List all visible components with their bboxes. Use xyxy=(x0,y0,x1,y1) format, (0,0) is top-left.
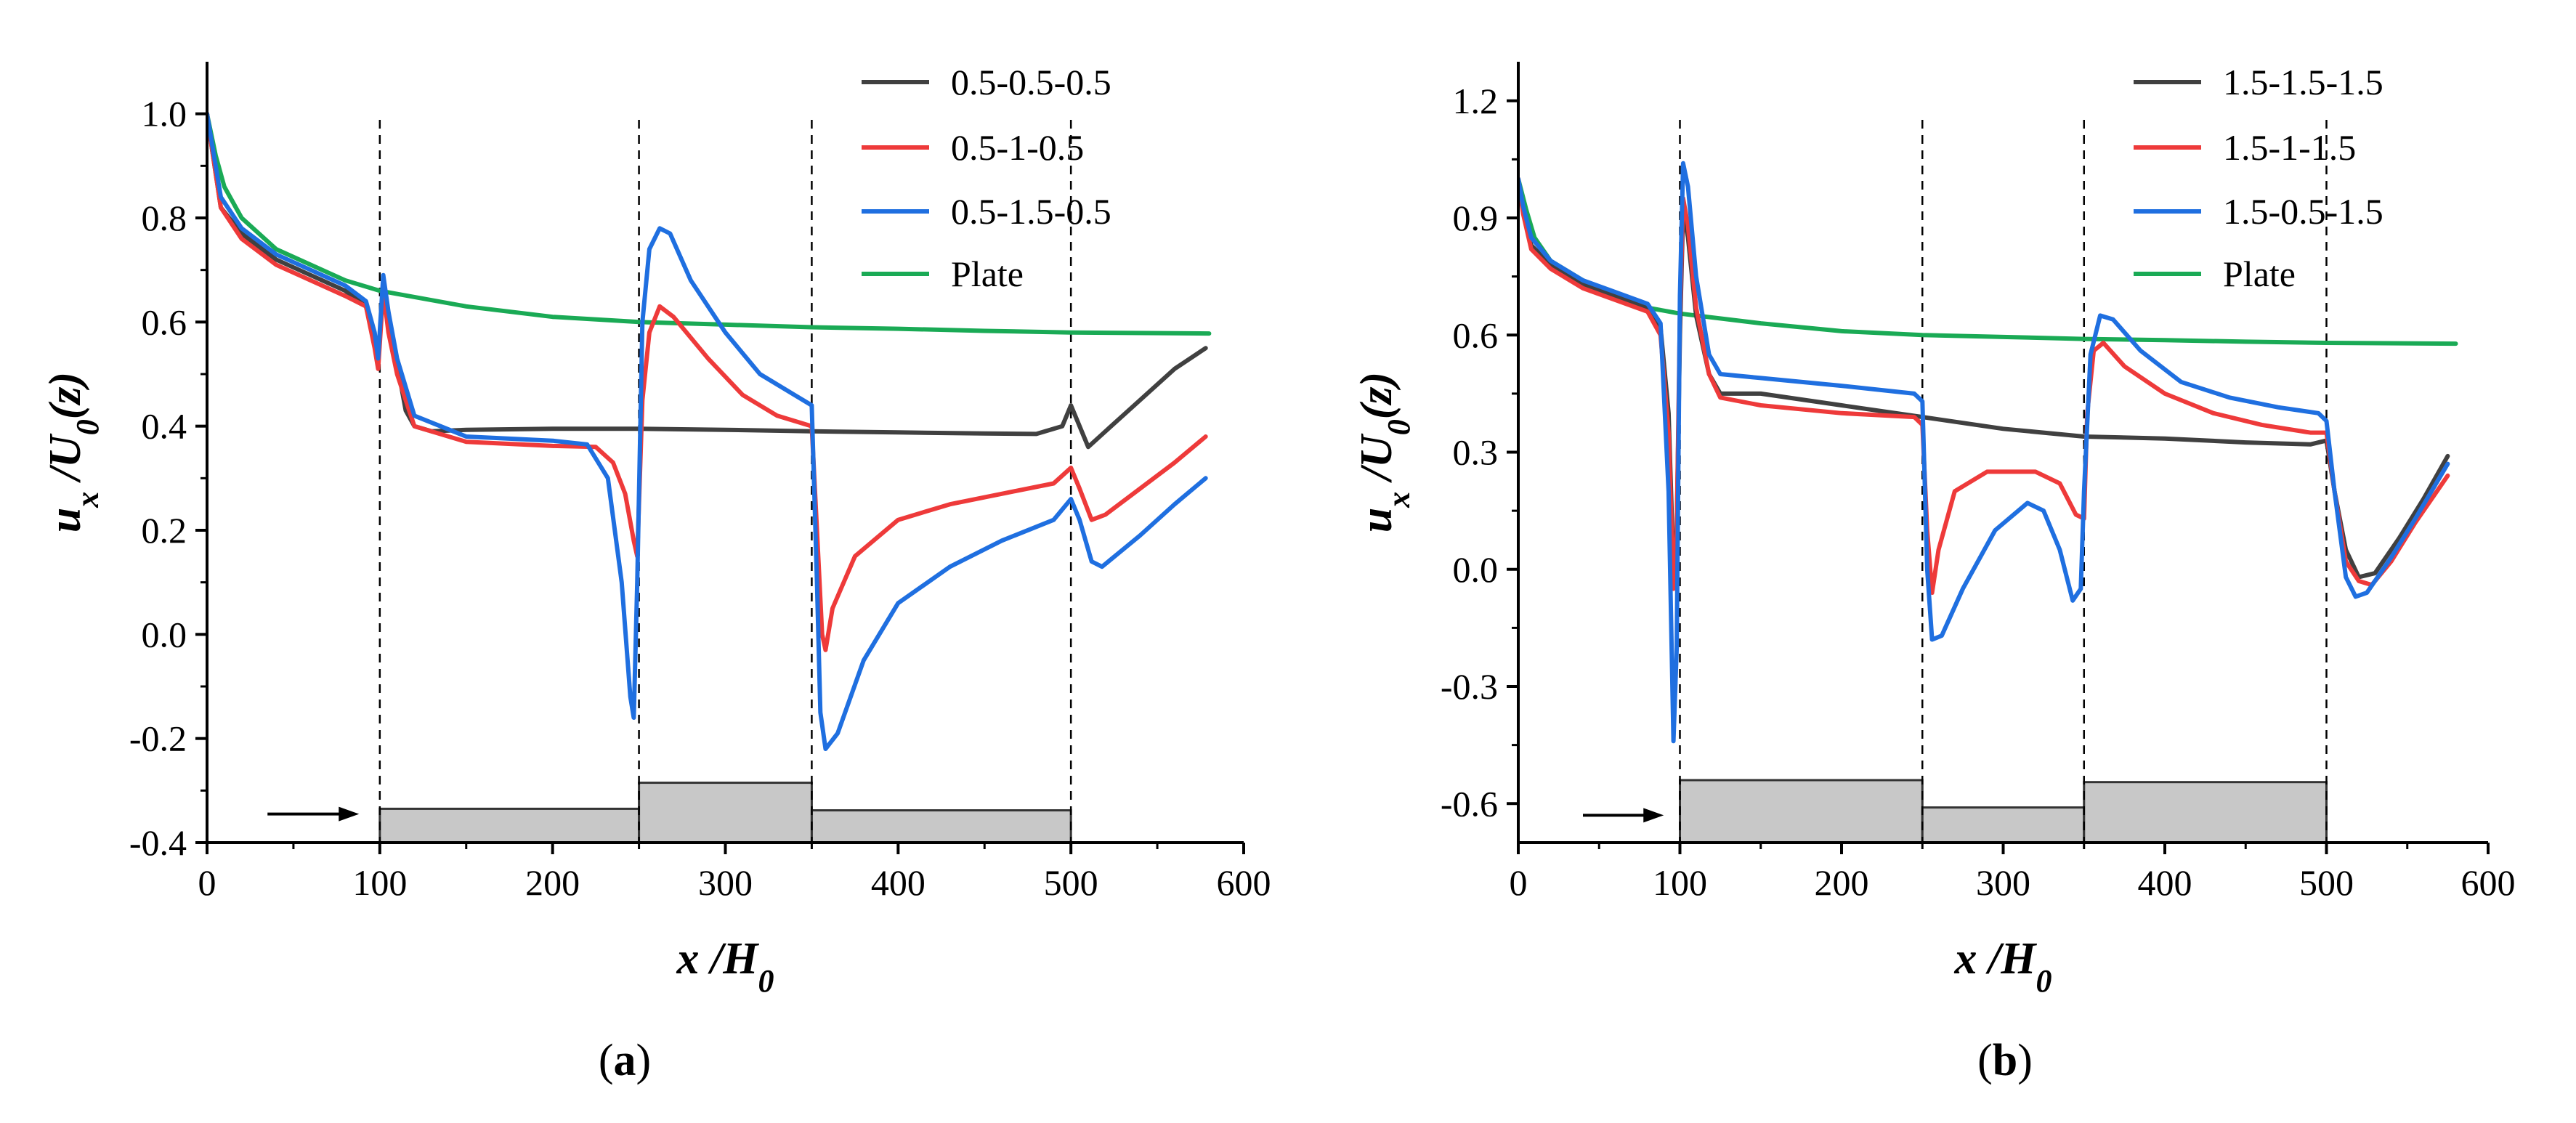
panel-label-open: ( xyxy=(1977,1036,1993,1085)
roughness-block-3 xyxy=(810,809,1072,844)
panel-label-open: ( xyxy=(599,1036,614,1085)
roughness-block-2 xyxy=(638,782,813,844)
y-tick-label: -0.2 xyxy=(129,718,187,759)
roughness-block-3 xyxy=(2083,781,2328,844)
y-tick-label: 0.0 xyxy=(1453,549,1499,590)
x-tick-label: 600 xyxy=(2461,862,2516,903)
y-tick-label: -0.3 xyxy=(1441,666,1498,707)
x-tick-label: 200 xyxy=(1815,862,1869,903)
series-line-1.5-0.5-1.5 xyxy=(1518,161,2450,744)
y-axis-label-a-sub: x xyxy=(70,492,105,508)
legend-label-1.5-0.5-1.5: 1.5-0.5-1.5 xyxy=(2223,191,2383,232)
y-axis-label-c: (z) xyxy=(41,372,90,419)
x-axis-label: x /H0 xyxy=(676,934,774,999)
x-tick-label: 600 xyxy=(1217,862,1271,903)
y-tick-label: 1.2 xyxy=(1453,81,1499,121)
series-group xyxy=(207,111,1212,751)
y-axis-label-b: /U xyxy=(1352,433,1401,492)
x-tick-label: 0 xyxy=(198,862,216,903)
y-tick-label: 0.3 xyxy=(1453,432,1499,473)
legend-label-Plate: Plate xyxy=(951,254,1024,294)
y-tick-label: 0.6 xyxy=(142,301,187,342)
legend-label-Plate: Plate xyxy=(2223,254,2296,294)
x-axis-label-main: x /H xyxy=(1954,934,2038,984)
series-line-0.5-1-0.5 xyxy=(207,111,1208,652)
panel-label: (b) xyxy=(1977,1036,2033,1085)
roughness-block-1 xyxy=(1679,779,1924,844)
panel-label: (a) xyxy=(599,1036,651,1085)
panel-a: 0 100 200 300 400 500 600 -0.4 -0.2 0.0 0.2 0.4 0.6 0… xyxy=(41,62,1271,1085)
y-axis-label-a: u xyxy=(41,508,90,532)
y-axis-label-a-sub: x xyxy=(1381,492,1417,508)
x-tick-label: 500 xyxy=(2299,862,2354,903)
y-axis-label-a: u xyxy=(1352,508,1401,532)
legend-label-0.5-0.5-0.5: 0.5-0.5-0.5 xyxy=(951,62,1111,102)
legend-label-0.5-1-0.5: 0.5-1-0.5 xyxy=(951,127,1084,168)
y-axis-label-b-sub: 0 xyxy=(70,419,105,435)
series-line-Plate xyxy=(207,111,1212,336)
panel-b: 0 100 200 300 400 500 600 -0.6 -0.3 0.0 0.3 0.6 0.9 1… xyxy=(1352,62,2516,1085)
y-tick-label: 0.6 xyxy=(1453,315,1499,355)
x-axis-label-sub: 0 xyxy=(758,963,774,999)
legend-label-0.5-1.5-0.5: 0.5-1.5-0.5 xyxy=(951,191,1111,232)
legend-label-1.5-1.5-1.5: 1.5-1.5-1.5 xyxy=(2223,62,2383,102)
panel-label-letter: b xyxy=(1993,1036,2017,1085)
panel-label-close: ) xyxy=(636,1036,652,1085)
x-tick-label: 300 xyxy=(1976,862,2030,903)
y-tick-label: 0.0 xyxy=(142,614,187,654)
roughness-block-1 xyxy=(378,807,641,844)
x-tick-label: 400 xyxy=(2138,862,2192,903)
y-axis-label-b-sub: 0 xyxy=(1381,419,1417,435)
x-tick-label: 500 xyxy=(1044,862,1098,903)
x-axis-label-sub: 0 xyxy=(2036,963,2052,999)
series-group xyxy=(1518,161,2458,744)
y-tick-label: 1.0 xyxy=(142,94,187,134)
legend-label-1.5-1-1.5: 1.5-1-1.5 xyxy=(2223,127,2356,168)
flow-arrow-head xyxy=(1643,808,1664,823)
y-tick-label: 0.9 xyxy=(1453,198,1499,238)
x-tick-label: 200 xyxy=(525,862,580,903)
x-tick-label: 300 xyxy=(698,862,753,903)
x-tick-label: 400 xyxy=(871,862,926,903)
y-tick-label: 0.8 xyxy=(142,198,187,238)
x-axis-label-main: x /H xyxy=(676,934,760,984)
y-axis-label: ux /U0(z) xyxy=(1352,372,1417,532)
y-tick-label: 0.2 xyxy=(142,510,187,551)
y-axis-label-c: (z) xyxy=(1352,372,1401,419)
x-tick-label: 0 xyxy=(1510,862,1528,903)
panel-label-close: ) xyxy=(2017,1036,2033,1085)
flow-arrow-head xyxy=(339,806,360,822)
y-tick-label: -0.6 xyxy=(1441,783,1498,824)
series-line-0.5-1.5-0.5 xyxy=(207,111,1208,751)
panel-label-letter: a xyxy=(614,1036,636,1085)
y-tick-label: -0.4 xyxy=(129,822,187,863)
y-tick-label: 0.4 xyxy=(142,406,187,447)
x-tick-label: 100 xyxy=(1653,862,1707,903)
series-line-1.5-1.5-1.5 xyxy=(1518,177,2450,580)
x-tick-label: 100 xyxy=(352,862,407,903)
y-axis-label: ux /U0(z) xyxy=(41,372,105,532)
roughness-block-2 xyxy=(1921,806,2086,844)
x-axis-label: x /H0 xyxy=(1954,934,2052,999)
series-line-1.5-1-1.5 xyxy=(1518,177,2450,595)
y-axis-label-b: /U xyxy=(41,433,90,492)
